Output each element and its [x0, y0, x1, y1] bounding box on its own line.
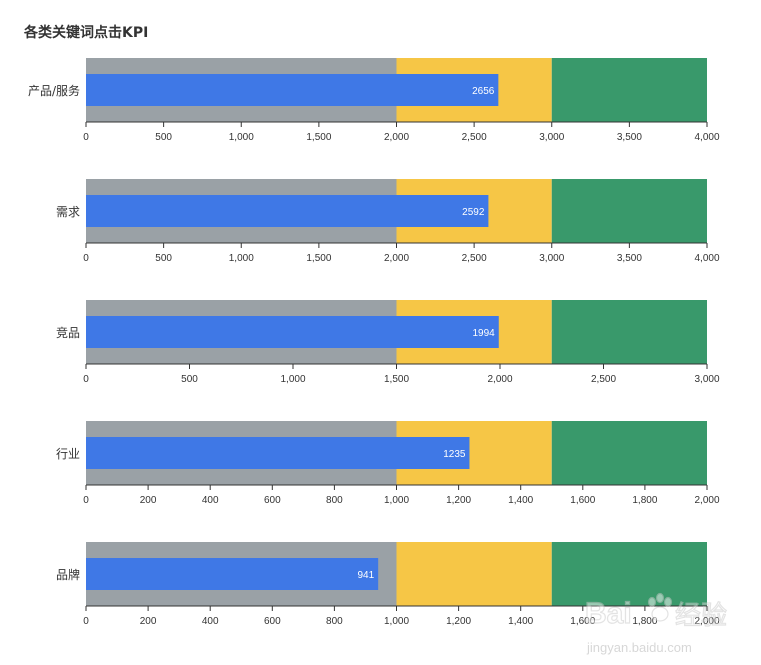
bullet-category-label: 品牌 [56, 568, 80, 582]
bullet-tick-label: 3,500 [617, 132, 642, 143]
bullet-tick-label: 1,500 [306, 253, 331, 264]
bullet-tick-label: 2,000 [487, 374, 512, 385]
bullet-tick-label: 1,600 [570, 495, 595, 506]
bullet-tick-label: 1,400 [508, 616, 533, 627]
bullet-tick-label: 1,000 [280, 374, 305, 385]
bullet-tick-label: 4,000 [694, 253, 719, 264]
bullet-tick-label: 1,000 [384, 616, 409, 627]
bullet-tick-label: 1,000 [384, 495, 409, 506]
bullet-measure-bar [86, 437, 470, 469]
bullet-tick-label: 500 [155, 253, 172, 264]
bullet-category-label: 需求 [56, 205, 80, 219]
bullet-value-label: 2656 [472, 86, 495, 97]
bullet-category-label: 竞品 [56, 326, 80, 340]
watermark-brand-text: Bai [585, 597, 632, 630]
bullet-tick-label: 3,000 [694, 374, 719, 385]
bullet-value-label: 941 [357, 570, 374, 581]
bullet-tick-label: 400 [202, 495, 219, 506]
bullet-tick-label: 0 [83, 495, 89, 506]
bullet-tick-label: 1,200 [446, 616, 471, 627]
bullet-tick-label: 1,500 [384, 374, 409, 385]
bullet-tick-label: 3,500 [617, 253, 642, 264]
bullet-tick-label: 2,500 [591, 374, 616, 385]
bullet-tick-label: 1,400 [508, 495, 533, 506]
bullet-tick-label: 0 [83, 132, 89, 143]
bullet-range-high-band [551, 179, 707, 243]
bullet-measure-bar [86, 316, 499, 348]
bullet-measure-bar [86, 74, 499, 106]
bullet-measure-bar [86, 195, 489, 227]
watermark-brand-cn: 经验 [675, 601, 727, 631]
bullet-tick-label: 1,800 [632, 495, 657, 506]
watermark-url: jingyan.baidu.com [586, 640, 692, 655]
bullet-tick-label: 2,000 [694, 616, 719, 627]
bullet-tick-label: 600 [264, 495, 281, 506]
bullet-value-label: 1994 [473, 328, 496, 339]
bullet-tick-label: 800 [326, 495, 343, 506]
bullet-tick-label: 4,000 [694, 132, 719, 143]
bullet-range-high-band [551, 300, 707, 364]
bullet-range-mid-band [396, 542, 552, 606]
bullet-tick-label: 1,000 [229, 132, 254, 143]
bullet-tick-label: 400 [202, 616, 219, 627]
bullet-tick-label: 800 [326, 616, 343, 627]
bullet-tick-label: 0 [83, 253, 89, 264]
chart-title: 各类关键词点击KPI [24, 25, 149, 41]
bullet-tick-label: 1,500 [306, 132, 331, 143]
bullet-tick-label: 3,000 [539, 132, 564, 143]
bullet-tick-label: 3,000 [539, 253, 564, 264]
baidu-jingyan-watermark: Bai 经验 jingyan.baidu.com [585, 592, 728, 655]
bullet-tick-label: 2,500 [462, 132, 487, 143]
bullet-tick-label: 500 [155, 132, 172, 143]
bullet-category-label: 行业 [56, 447, 80, 461]
bullet-tick-label: 600 [264, 616, 281, 627]
bullet-tick-label: 200 [140, 616, 157, 627]
bullet-value-label: 1235 [443, 449, 466, 460]
bullet-tick-label: 2,000 [384, 253, 409, 264]
bullet-measure-bar [86, 558, 379, 590]
bullet-tick-label: 2,000 [384, 132, 409, 143]
bullet-tick-label: 200 [140, 495, 157, 506]
paw-icon [647, 592, 673, 622]
bullet-tick-label: 1,600 [570, 616, 595, 627]
bullet-range-high-band [551, 58, 707, 122]
bullet-tick-label: 500 [181, 374, 198, 385]
bullet-range-high-band [551, 421, 707, 485]
bullet-tick-label: 1,000 [229, 253, 254, 264]
bullet-range-high-band [551, 542, 707, 606]
bullet-tick-label: 2,500 [462, 253, 487, 264]
bullet-tick-label: 0 [83, 616, 89, 627]
bullet-tick-label: 2,000 [694, 495, 719, 506]
bullet-tick-label: 1,800 [632, 616, 657, 627]
bullet-tick-label: 1,200 [446, 495, 471, 506]
bullet-category-label: 产品/服务 [28, 83, 80, 98]
bullet-tick-label: 0 [83, 374, 89, 385]
bullet-value-label: 2592 [462, 207, 485, 218]
